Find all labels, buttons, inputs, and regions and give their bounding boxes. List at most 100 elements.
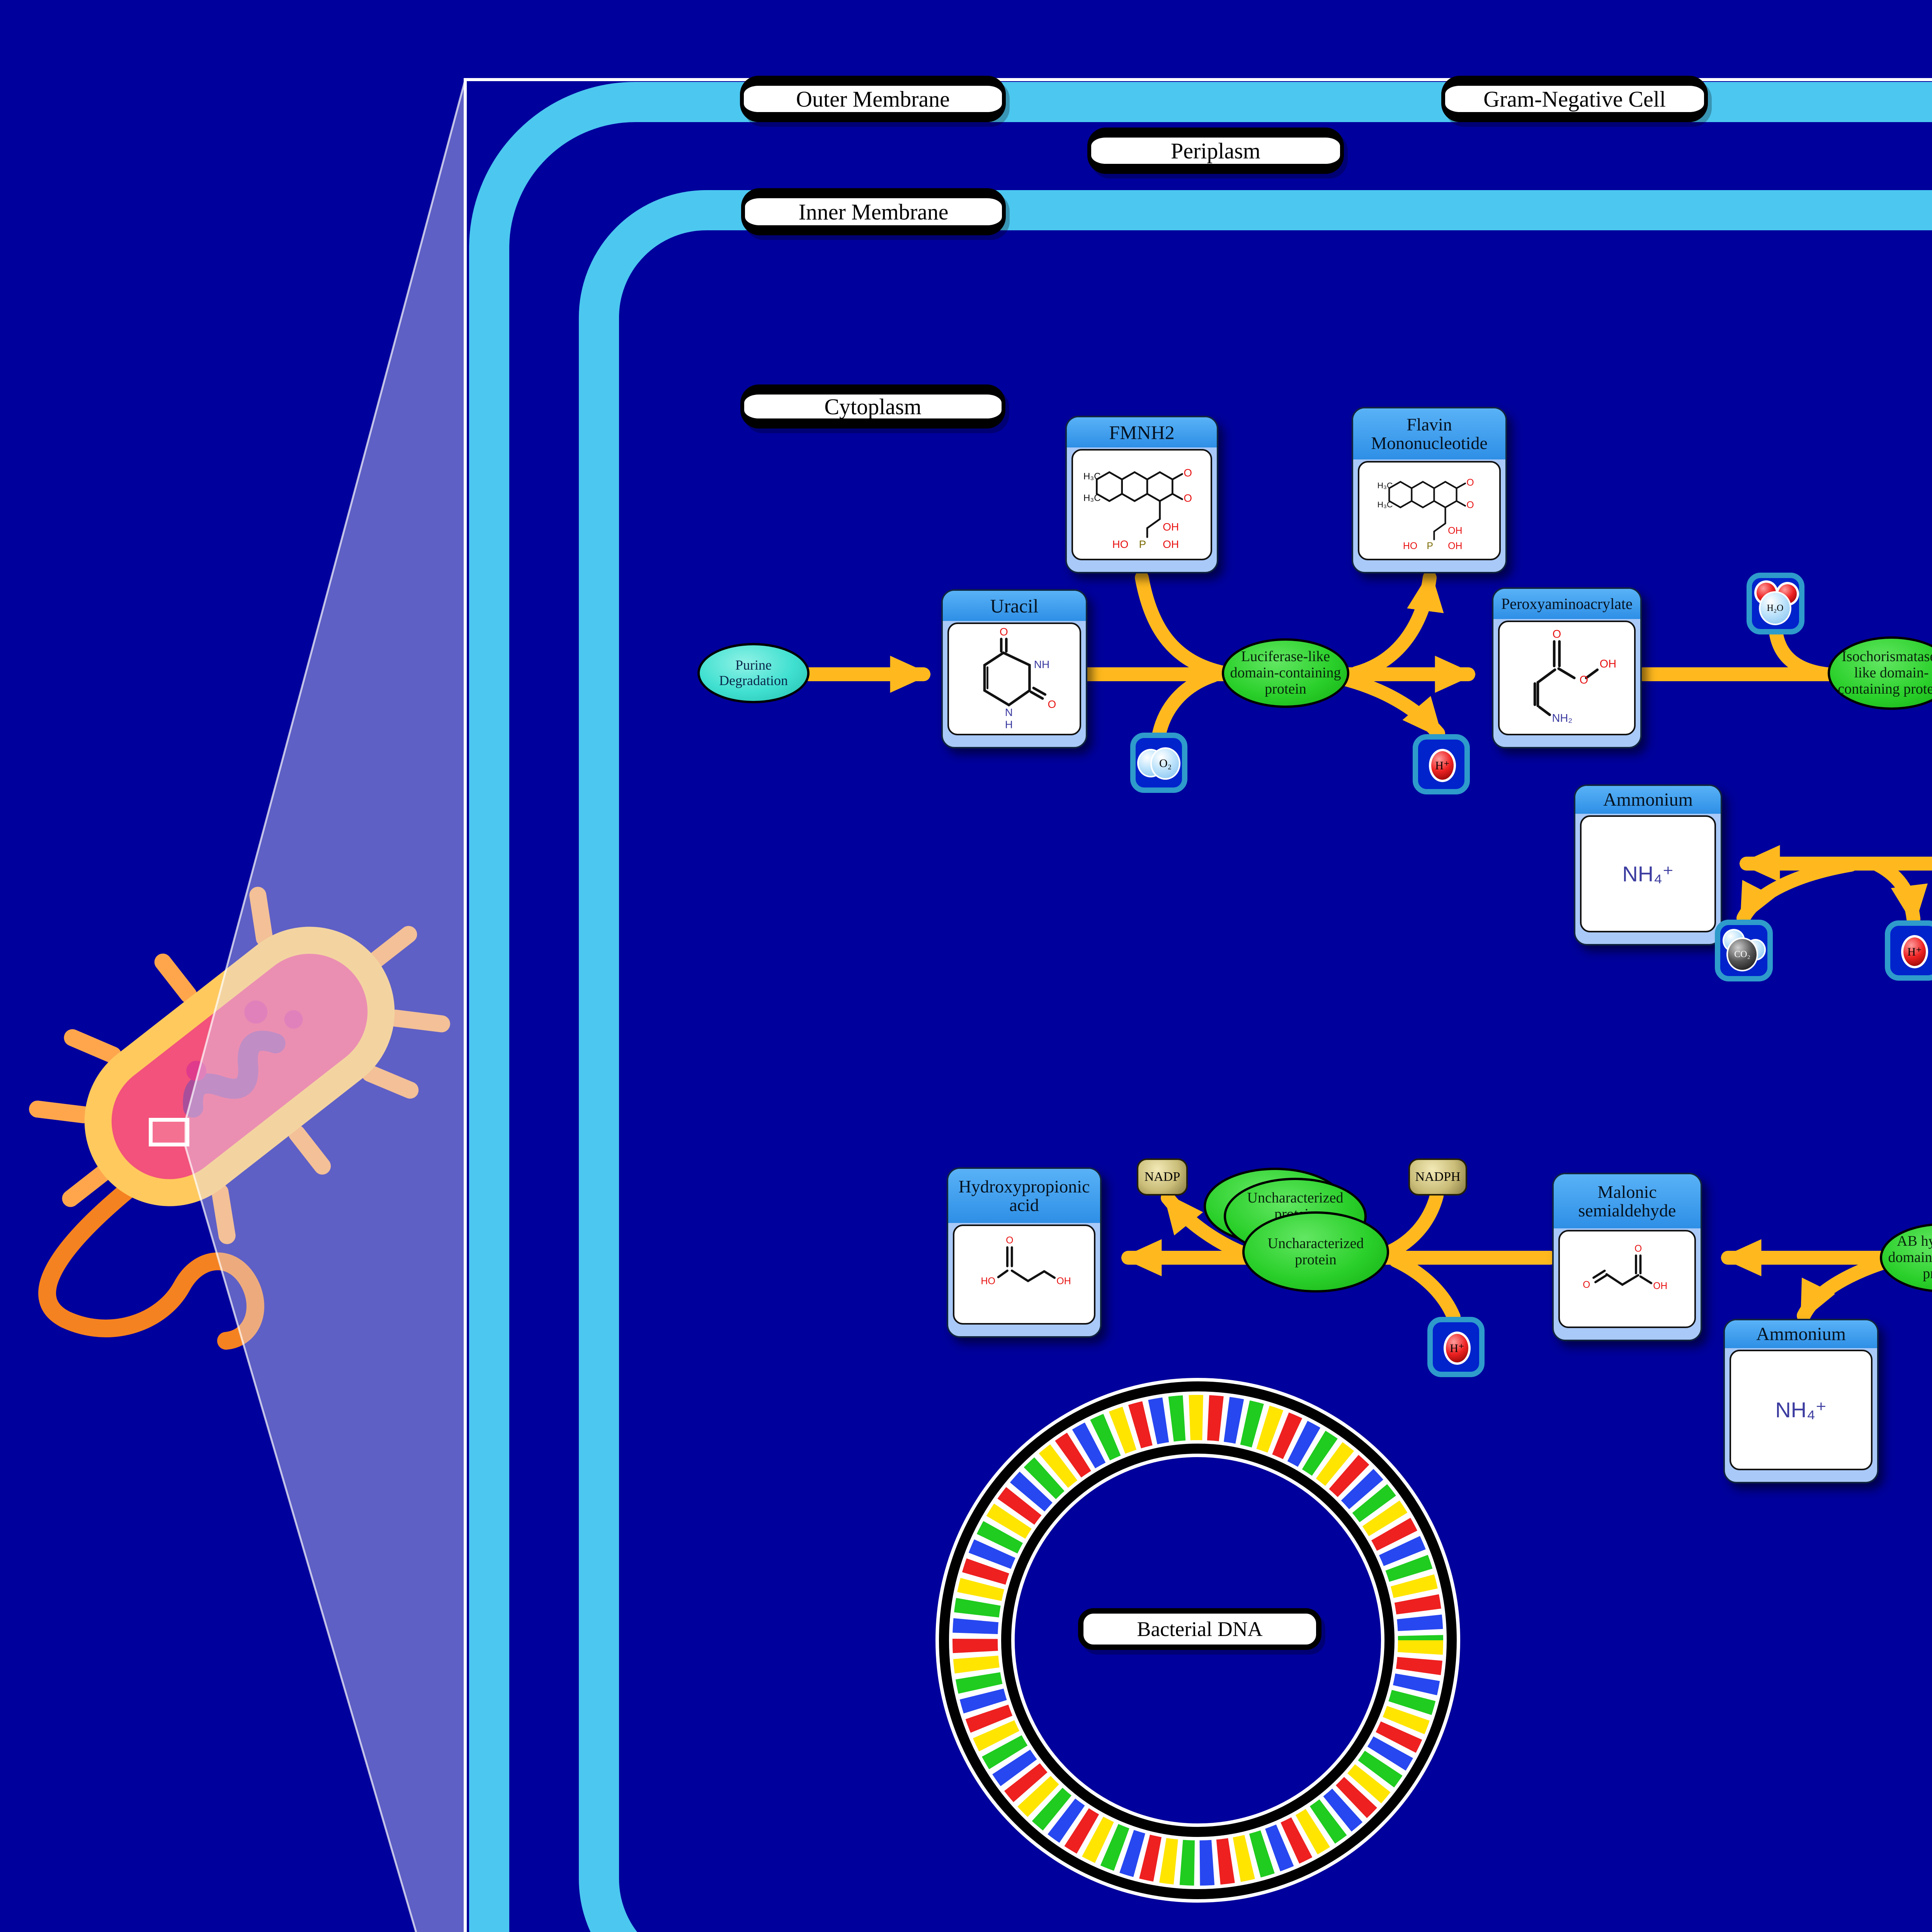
enzyme-label: Luciferase-like domain-containing protei… xyxy=(1230,648,1341,697)
structure-malonic-semialdehyde: O O OH xyxy=(1558,1230,1696,1328)
atom-label: O xyxy=(1553,628,1561,640)
branch-nadp-out xyxy=(1161,1191,1257,1263)
proton-sphere-icon: H⁺ xyxy=(1444,1332,1471,1365)
purine-degradation-source: Purine Degradation xyxy=(697,643,810,703)
magnifier-source-rect xyxy=(149,1118,189,1146)
pili-spikes xyxy=(29,886,450,1244)
periplasm-label-text: Periplasm xyxy=(1171,138,1260,163)
o2-label: O₂ xyxy=(1159,757,1172,770)
structure-fmn: H₃C H₃C O O OH P HO OH xyxy=(1358,461,1501,560)
atom-label: OH xyxy=(1056,1276,1071,1287)
card-title: Ammonium xyxy=(1575,786,1721,814)
enzyme-label: Uncharacterized protein xyxy=(1267,1235,1364,1268)
atom-label: O xyxy=(1580,674,1588,686)
gram-negative-cell-label-text: Gram-Negative Cell xyxy=(1483,86,1666,112)
hplus-label: H⁺ xyxy=(1907,945,1922,958)
granule xyxy=(244,1000,268,1024)
atom-label: OH xyxy=(1653,1281,1667,1291)
ammonium-1-body: NH₄⁺ xyxy=(1580,815,1716,932)
co2-label: CO₂ xyxy=(1734,949,1750,959)
branch-fmnh2-in xyxy=(1135,571,1232,680)
nucleoid-squiggle xyxy=(183,1031,286,1118)
card-title: Malonic semialdehyde xyxy=(1554,1174,1701,1228)
structure-peroxyaminoacrylate: O O OH NH₂ xyxy=(1498,621,1636,735)
metabolite-card-fmn: Flavin Mononucleotide H₃C H₃C O O OH P H… xyxy=(1352,407,1507,573)
inner-membrane-label: Inner Membrane xyxy=(741,188,1006,235)
atom-label: OH xyxy=(1448,541,1462,551)
atom-label: OH xyxy=(1163,538,1179,550)
atom-label: P xyxy=(1139,538,1146,550)
cofactor-co2-icon: CO₂ xyxy=(1715,920,1773,981)
hplus-label: H⁺ xyxy=(1450,1342,1464,1355)
metabolite-card-malonic-semialdehyde: Malonic semialdehyde O O OH xyxy=(1552,1173,1702,1341)
atom-label: N xyxy=(1005,706,1013,718)
branch-nadph-in xyxy=(1373,1189,1444,1263)
inner-membrane-label-text: Inner Membrane xyxy=(798,199,949,224)
atom-label: O xyxy=(1000,626,1008,638)
atom-label: O xyxy=(1048,698,1056,710)
metabolite-card-hydroxypropionic-acid: Hydroxypropionic acid O HO OH xyxy=(947,1167,1102,1338)
card-title: Uracil xyxy=(943,591,1086,621)
h2o-label: H₂O xyxy=(1767,603,1784,613)
atom-label: HO xyxy=(1403,541,1417,551)
atom-label: HO xyxy=(1112,538,1128,550)
granule xyxy=(284,1010,303,1029)
cofactor-nadph-pill: NADPH xyxy=(1408,1158,1467,1196)
cofactor-hplus-icon-5: H⁺ xyxy=(1427,1317,1485,1377)
atom-label: O xyxy=(1006,1235,1014,1246)
outer-membrane-label-text: Outer Membrane xyxy=(796,86,950,112)
h2o-oxygen-sphere-icon: H₂O xyxy=(1759,591,1791,625)
atom-label: O xyxy=(1634,1243,1642,1254)
branch-fmn-out xyxy=(1349,570,1444,680)
periplasm-label: Periplasm xyxy=(1087,128,1344,174)
branch-co2-out xyxy=(1736,858,1858,925)
card-title: Flavin Mononucleotide xyxy=(1353,408,1505,459)
nadph-label: NADPH xyxy=(1415,1170,1461,1184)
atom-label: OH xyxy=(1163,521,1179,533)
metabolite-card-uracil: Uracil O NH O N H xyxy=(941,589,1087,748)
purine-degradation-label: Purine Degradation xyxy=(719,657,788,688)
granule xyxy=(186,1061,207,1081)
hplus-label: H⁺ xyxy=(1435,759,1450,772)
atom-label: NH xyxy=(1034,658,1050,670)
cofactor-hplus-icon-3: H⁺ xyxy=(1885,920,1932,981)
cofactor-hplus-icon-1: H⁺ xyxy=(1413,734,1470,794)
atom-label: O xyxy=(1466,500,1474,510)
bacterial-dna-label: Bacterial DNA xyxy=(1078,1608,1321,1650)
ammonium-2-body: NH₄⁺ xyxy=(1730,1350,1872,1470)
structure-fmnh2: H₃C H₃C O O OH P HO OH xyxy=(1071,449,1212,560)
enzyme-uncharacterized-front: Uncharacterized protein xyxy=(1242,1211,1389,1293)
metabolite-card-ammonium-1: Ammonium NH₄⁺ xyxy=(1574,784,1722,946)
branch-h2o-in-1 xyxy=(1769,628,1835,681)
bacterium-body xyxy=(29,886,450,1244)
enzyme-label: AB hydrolase-1 domain-containing protein xyxy=(1888,1233,1932,1282)
card-title: Peroxyaminoacrylate xyxy=(1493,589,1640,619)
branch-to-ammonium-2 xyxy=(1797,1252,1902,1323)
flagellum xyxy=(38,1181,264,1350)
o2-sphere-icon: O₂ xyxy=(1150,747,1180,780)
cofactor-o2-icon: O₂ xyxy=(1130,733,1187,793)
atom-label: H xyxy=(1005,719,1013,731)
branch-hplus-in xyxy=(1389,1253,1461,1324)
atom-label: O xyxy=(1184,467,1192,479)
atom-label: O xyxy=(1184,492,1192,504)
gram-negative-cell-label: Gram-Negative Cell xyxy=(1441,76,1708,122)
atom-label: H₃C xyxy=(1083,493,1101,503)
enzyme-label: Isochorismatase-like domain-containing p… xyxy=(1838,648,1932,697)
branch-hplus-out-3 xyxy=(1871,858,1928,927)
card-title: FMNH2 xyxy=(1067,417,1217,447)
cofactor-h2o-icon-1: H₂O xyxy=(1747,573,1804,634)
proton-sphere-icon: H⁺ xyxy=(1429,749,1456,782)
atom-label: OH xyxy=(1600,658,1616,670)
outer-membrane-label: Outer Membrane xyxy=(740,76,1006,122)
ammonium-formula: NH₄⁺ xyxy=(1622,861,1674,886)
proton-sphere-icon: H⁺ xyxy=(1901,935,1928,968)
card-title: Hydroxypropionic acid xyxy=(948,1169,1100,1223)
cytoplasm-label: Cytoplasm xyxy=(740,384,1005,429)
ammonium-formula: NH₄⁺ xyxy=(1775,1398,1827,1422)
cell-outline xyxy=(464,78,1932,1932)
card-title: Ammonium xyxy=(1725,1320,1877,1348)
co2-carbon-sphere-icon: CO₂ xyxy=(1726,937,1758,971)
